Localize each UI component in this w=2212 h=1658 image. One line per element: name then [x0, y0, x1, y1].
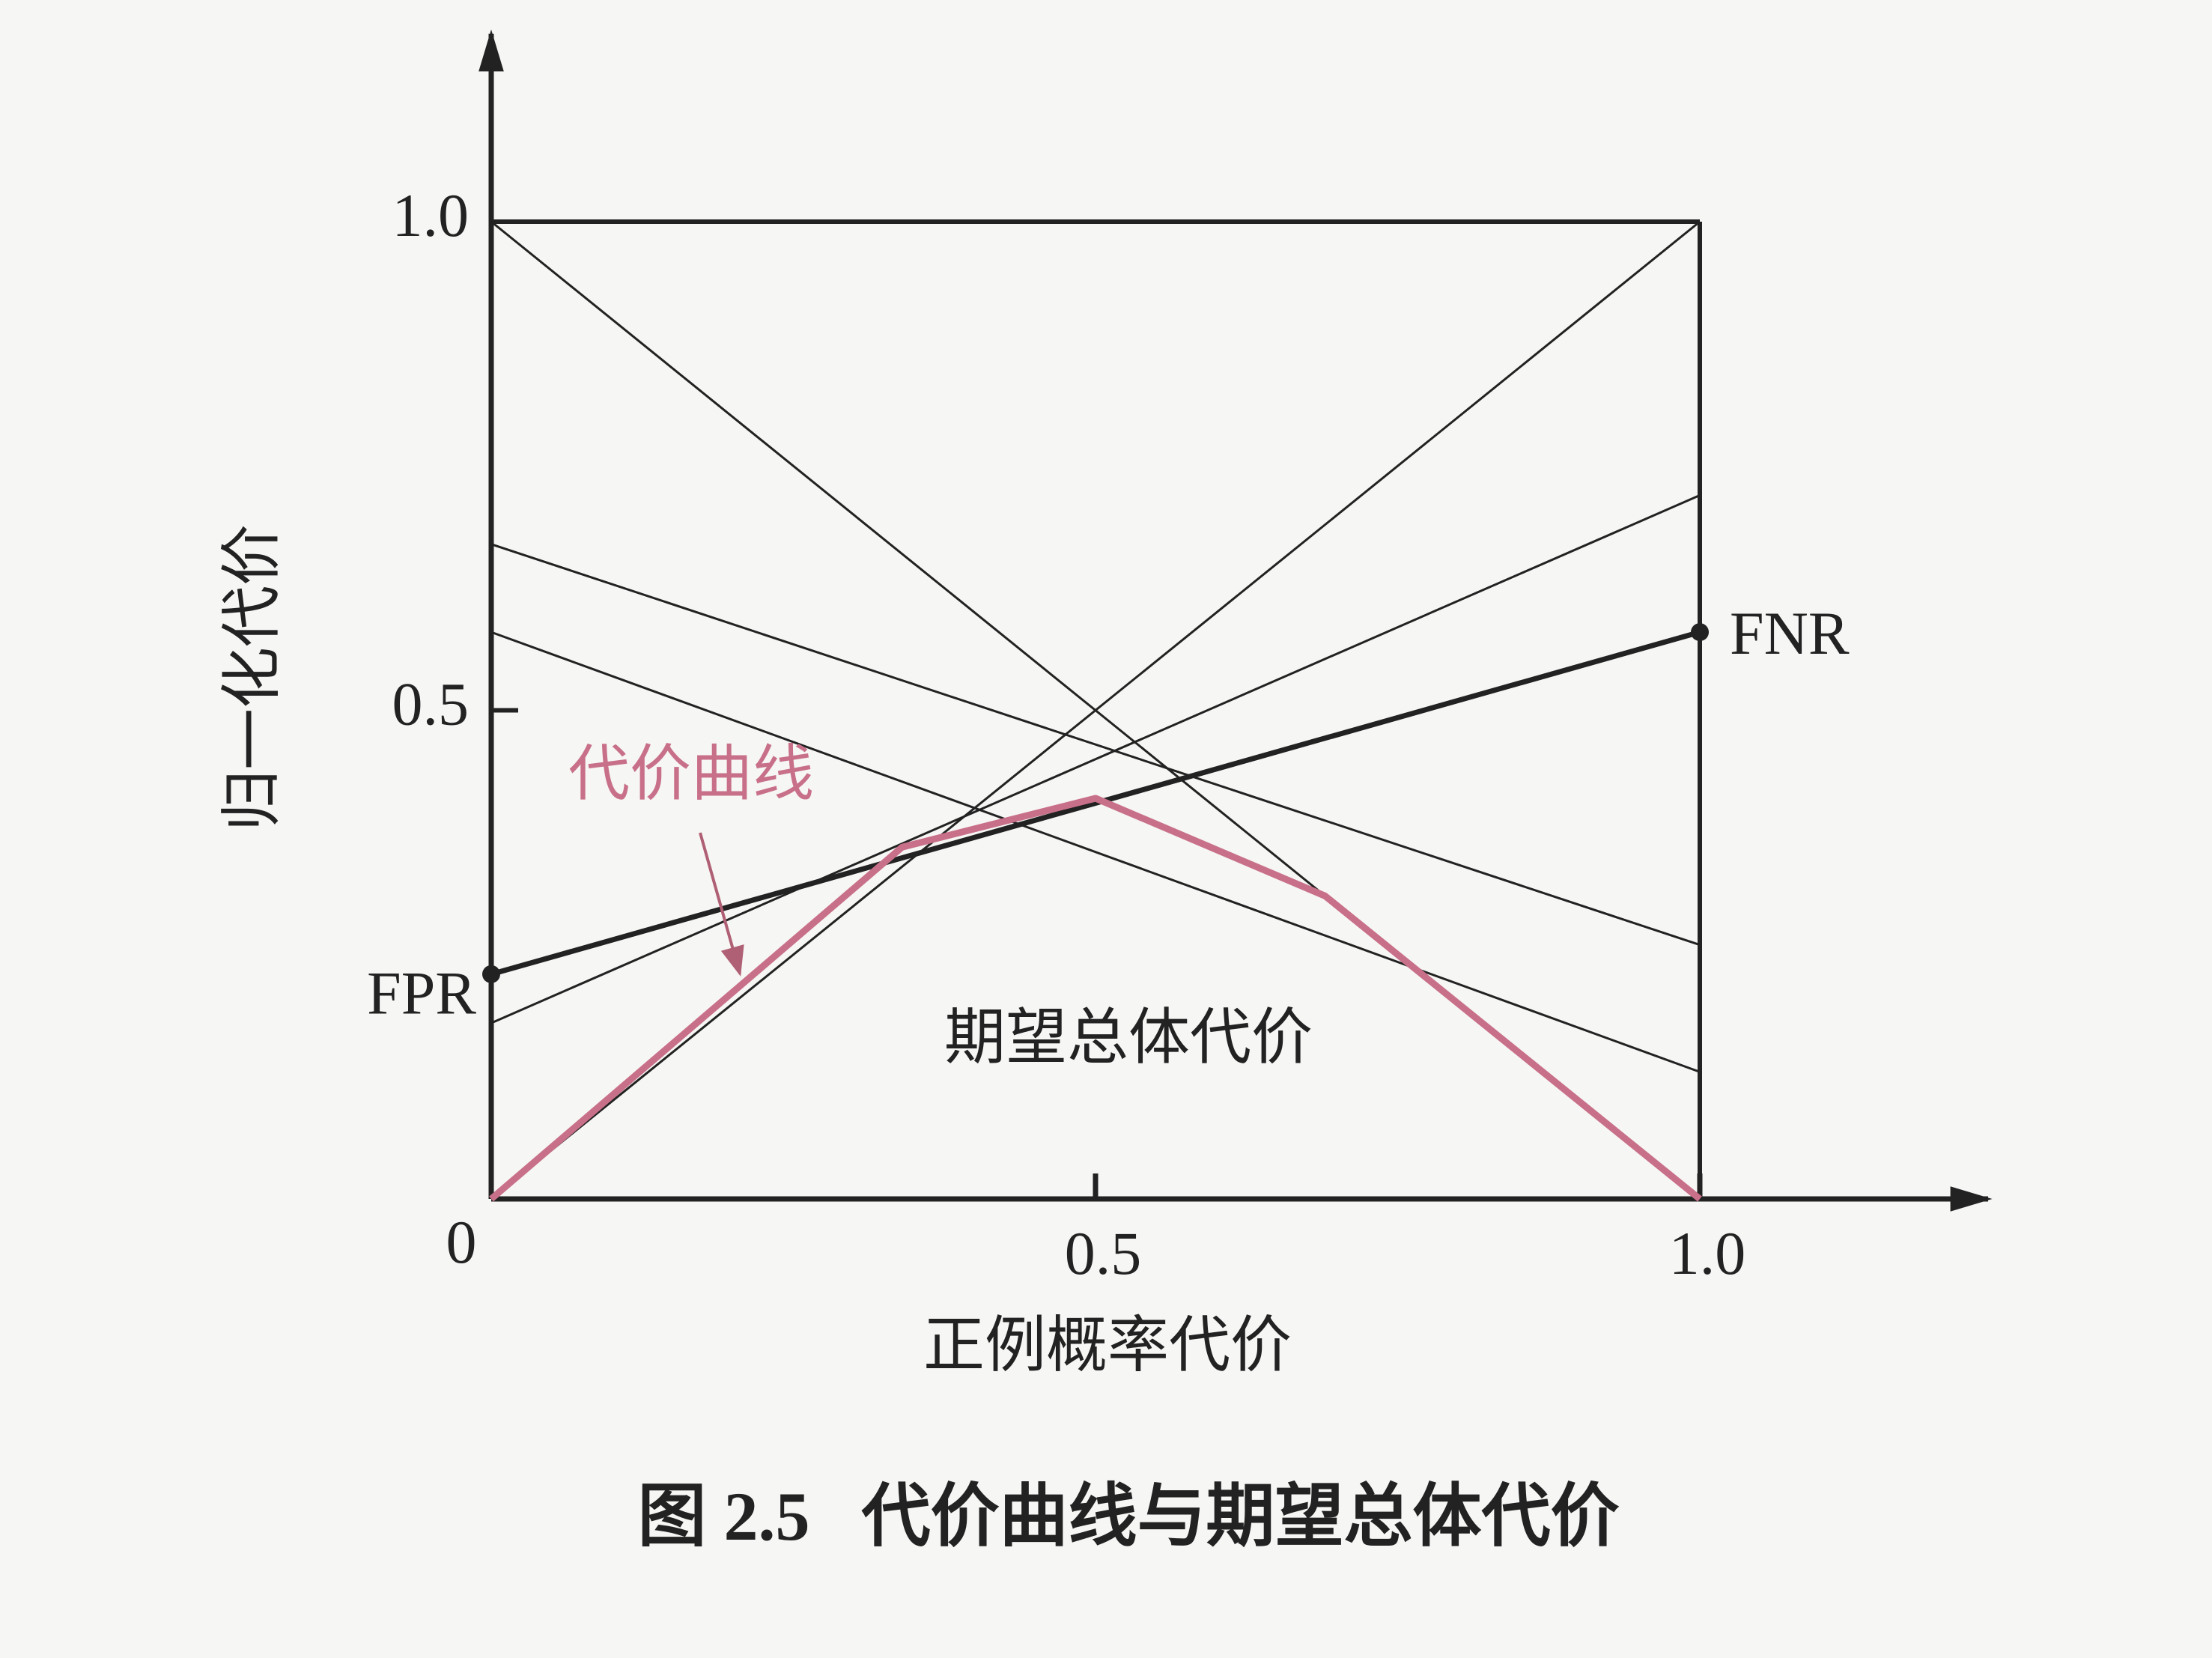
cost-line [490, 629, 1701, 977]
cost-curve [489, 795, 1702, 1202]
endpoint [1691, 623, 1709, 642]
endpoint [482, 965, 500, 983]
annotation-arrow [699, 832, 744, 977]
cost-curve-label: 代价曲线 [568, 740, 814, 808]
x-axis-label: 正例概率代价 [923, 1311, 1292, 1379]
cost-line [490, 494, 1701, 1024]
x-tick-label: 0 [446, 1208, 477, 1276]
cost-line [490, 631, 1701, 1073]
fnr-label: FNR [1730, 599, 1850, 667]
y-tick-label: 1.0 [392, 181, 470, 249]
y-axis-label: 归一化代价 [218, 524, 286, 831]
cost-line [490, 220, 1701, 1200]
x-tick-label: 0.5 [1065, 1219, 1142, 1287]
y-tick-label: 0.5 [392, 669, 470, 738]
chart-title: 图 2.5 代价曲线与期望总体代价 [637, 1478, 1619, 1555]
fpr-label: FPR [367, 959, 476, 1027]
cost-line [490, 543, 1701, 947]
x-tick-label: 1.0 [1669, 1219, 1746, 1287]
area-label: 期望总体代价 [944, 1003, 1313, 1072]
